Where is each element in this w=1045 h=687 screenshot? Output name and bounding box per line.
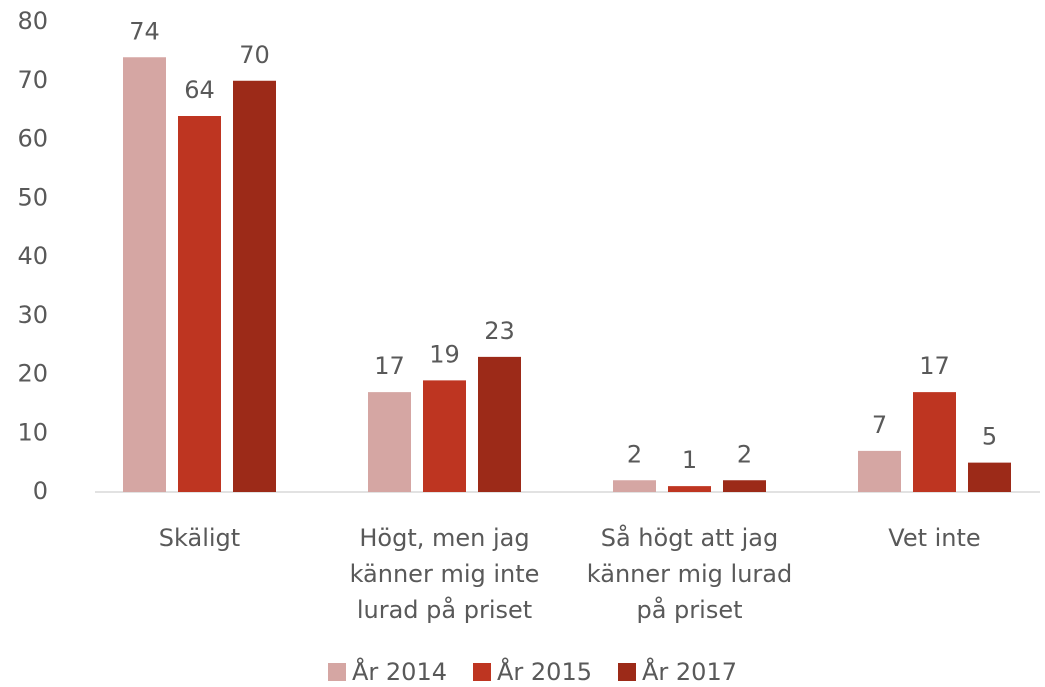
y-tick-label: 50: [17, 183, 48, 211]
y-tick-label: 60: [17, 125, 48, 153]
data-label: 5: [982, 423, 997, 451]
data-label: 64: [184, 76, 215, 104]
y-tick-label: 80: [17, 7, 48, 35]
bar: [723, 480, 766, 492]
legend-label: År 2015: [497, 657, 592, 686]
legend-swatch: [328, 663, 346, 681]
bar: [858, 450, 901, 492]
bar: [613, 480, 656, 492]
y-tick-label: 30: [17, 301, 48, 329]
data-label: 17: [919, 352, 950, 380]
data-label: 17: [374, 352, 405, 380]
y-tick-label: 20: [17, 360, 48, 388]
bar: [368, 392, 411, 492]
bar: [233, 80, 276, 492]
bar: [123, 57, 166, 492]
bar: [423, 380, 466, 492]
data-label: 2: [737, 440, 752, 468]
bar: [668, 486, 711, 492]
y-tick-label: 0: [33, 477, 48, 505]
bar: [178, 116, 221, 492]
bar: [478, 356, 521, 492]
x-tick-label: Vet inte: [888, 524, 981, 552]
data-label: 23: [484, 317, 515, 345]
data-label: 1: [682, 446, 697, 474]
data-label: 74: [129, 17, 160, 45]
y-tick-label: 40: [17, 242, 48, 270]
x-tick-label: Så högt att jag känner mig lurad på pris…: [586, 524, 793, 624]
data-label: 70: [239, 41, 270, 69]
data-label: 7: [872, 411, 887, 439]
y-tick-label: 70: [17, 66, 48, 94]
data-label: 2: [627, 440, 642, 468]
legend-label: År 2017: [642, 657, 737, 686]
data-label: 19: [429, 340, 460, 368]
x-tick-label: Skäligt: [158, 524, 241, 552]
legend-label: År 2014: [352, 657, 447, 686]
y-tick-label: 10: [17, 418, 48, 446]
bar: [968, 462, 1011, 492]
legend-swatch: [473, 663, 491, 681]
x-tick-label: Högt, men jag känner mig inte lurad på p…: [349, 524, 540, 624]
bar: [913, 392, 956, 492]
legend-swatch: [618, 663, 636, 681]
